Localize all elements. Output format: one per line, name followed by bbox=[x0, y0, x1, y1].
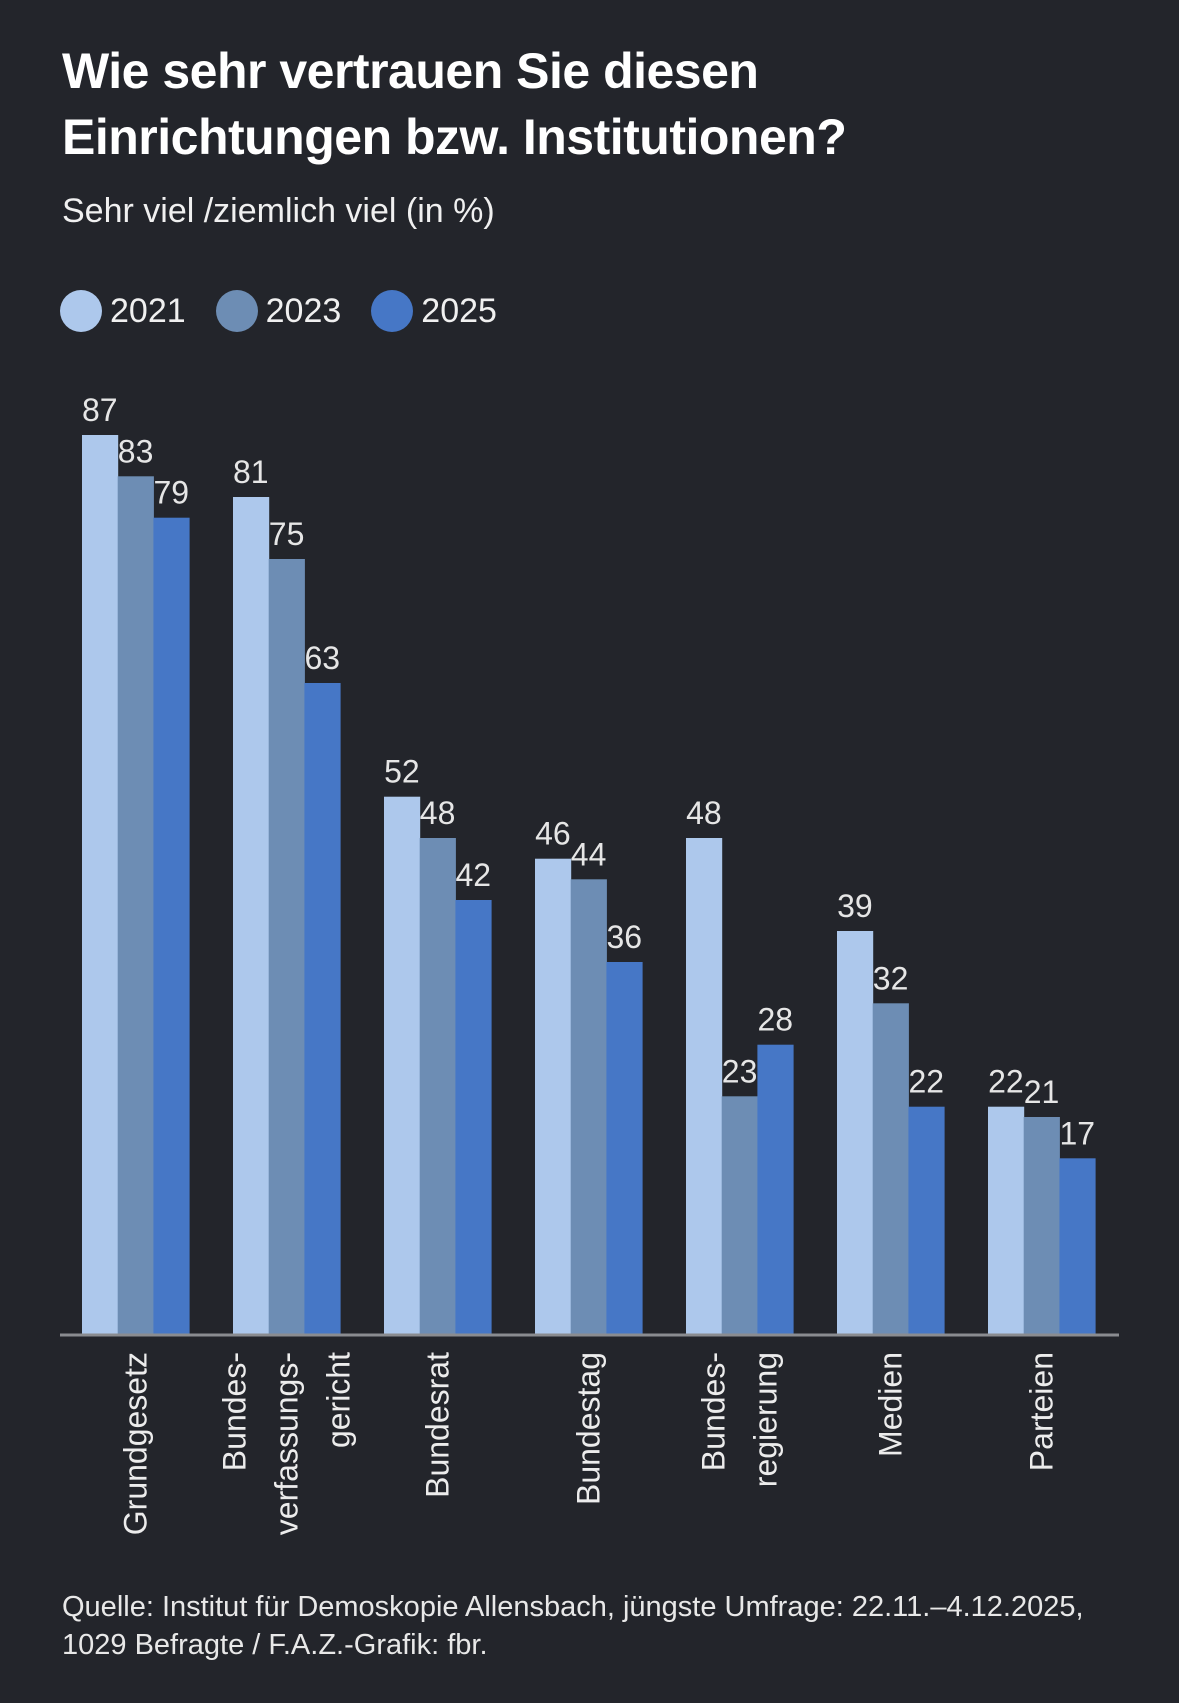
legend-item-2023: 2023 bbox=[215, 290, 342, 332]
bar-2021-6 bbox=[988, 1106, 1025, 1334]
value-label-2023-5: 32 bbox=[873, 960, 909, 996]
category-label-5-0: Medien bbox=[873, 1352, 909, 1457]
value-label-2021-1: 81 bbox=[233, 454, 269, 490]
value-label-2025-4: 28 bbox=[758, 1002, 794, 1038]
legend-item-2025: 2025 bbox=[371, 290, 497, 332]
value-label-2023-2: 48 bbox=[420, 795, 456, 831]
legend-label-2021: 2021 bbox=[110, 291, 186, 330]
value-label-2021-5: 39 bbox=[837, 888, 873, 924]
legend: 2021 2023 2025 bbox=[60, 290, 497, 332]
bar-2023-3 bbox=[570, 879, 607, 1334]
chart-title-line-1: Wie sehr vertrauen Sie diesen bbox=[62, 43, 759, 99]
bar-2025-6 bbox=[1059, 1158, 1096, 1334]
bar-2021-5 bbox=[837, 931, 874, 1334]
category-label-1-2: gericht bbox=[321, 1352, 357, 1448]
value-label-2023-1: 75 bbox=[269, 516, 305, 552]
category-label-4-1: regierung bbox=[748, 1352, 784, 1487]
bar-2023-6 bbox=[1023, 1117, 1060, 1334]
category-labels-layer: Grundgesetz Bundes-verfassungs-gericht Bun… bbox=[118, 1352, 1060, 1535]
source-line-2: 1029 Befragte / F.A.Z.-Grafik: fbr. bbox=[62, 1629, 488, 1661]
bar-2021-1 bbox=[233, 497, 270, 1334]
category-label-0-0: Grundgesetz bbox=[118, 1352, 154, 1535]
value-label-2023-3: 44 bbox=[571, 836, 607, 872]
source-line-1: Quelle: Institut für Demoskopie Allensba… bbox=[62, 1591, 1084, 1623]
category-label-1-0: Bundes- bbox=[217, 1352, 253, 1471]
chart-title: Wie sehr vertrauen Sie diesen Einrichtun… bbox=[62, 38, 1142, 170]
value-label-2021-4: 48 bbox=[686, 795, 722, 831]
bar-2025-1 bbox=[304, 683, 341, 1334]
bar-2025-4 bbox=[757, 1044, 794, 1334]
bar-2021-4 bbox=[686, 838, 723, 1334]
bar-2021-3 bbox=[535, 858, 572, 1334]
chart-subtitle: Sehr viel /ziemlich viel (in %) bbox=[62, 192, 495, 230]
value-label-2021-6: 22 bbox=[988, 1064, 1024, 1100]
category-label-1-1: verfassungs- bbox=[269, 1352, 305, 1535]
bar-2023-5 bbox=[872, 1003, 909, 1334]
bar-2021-0 bbox=[82, 435, 119, 1334]
bar-2025-2 bbox=[455, 900, 492, 1334]
source-footer: Quelle: Institut für Demoskopie Allensba… bbox=[62, 1588, 1162, 1664]
bar-2023-1 bbox=[268, 559, 305, 1334]
value-label-2023-6: 21 bbox=[1024, 1074, 1060, 1110]
value-label-2025-5: 22 bbox=[909, 1064, 945, 1100]
chart-title-line-2: Einrichtungen bzw. Institutionen? bbox=[62, 109, 847, 165]
legend-item-2021: 2021 bbox=[60, 290, 186, 332]
category-label-4-0: Bundes- bbox=[696, 1352, 732, 1471]
bar-2025-5 bbox=[908, 1106, 945, 1334]
legend-label-2025: 2025 bbox=[421, 291, 497, 330]
value-label-2021-3: 46 bbox=[535, 816, 571, 852]
bars-layer bbox=[82, 435, 1096, 1334]
value-label-2023-0: 83 bbox=[118, 433, 154, 469]
bar-2023-0 bbox=[117, 476, 154, 1334]
category-label-3-0: Bundestag bbox=[571, 1352, 607, 1505]
bar-2021-2 bbox=[384, 796, 421, 1334]
bar-2023-4 bbox=[721, 1096, 758, 1334]
legend-swatch-2025 bbox=[371, 290, 414, 332]
bar-2025-0 bbox=[153, 517, 190, 1334]
value-label-2025-6: 17 bbox=[1060, 1115, 1096, 1151]
category-label-6-0: Parteien bbox=[1024, 1352, 1060, 1471]
legend-swatch-2021 bbox=[60, 290, 102, 332]
value-label-2025-0: 79 bbox=[154, 475, 190, 511]
value-label-2025-2: 42 bbox=[456, 857, 492, 893]
bar-2025-3 bbox=[606, 962, 643, 1334]
category-label-2-0: Bundesrat bbox=[420, 1352, 456, 1498]
value-label-2025-3: 36 bbox=[607, 919, 643, 955]
legend-swatch-2023 bbox=[215, 290, 258, 332]
legend-label-2023: 2023 bbox=[265, 291, 342, 330]
value-label-2023-4: 23 bbox=[722, 1053, 758, 1089]
value-label-2021-0: 87 bbox=[82, 392, 118, 428]
value-label-2021-2: 52 bbox=[384, 754, 420, 790]
value-label-2025-1: 63 bbox=[305, 640, 341, 676]
bar-2023-2 bbox=[419, 838, 456, 1334]
